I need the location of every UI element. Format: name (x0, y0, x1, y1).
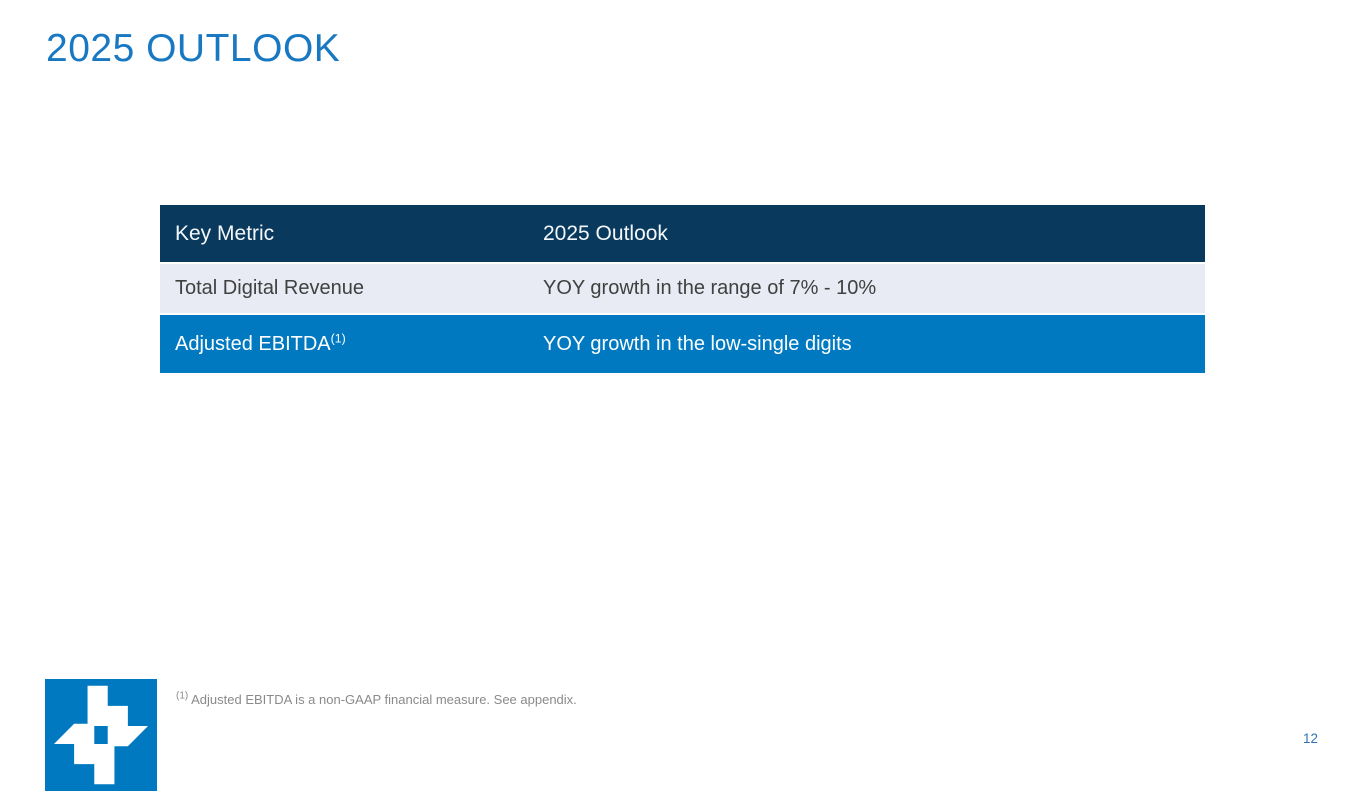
cell-outlook: YOY growth in the low-single digits (543, 332, 852, 355)
header-cell-key-metric: Key Metric (175, 221, 275, 245)
footnote-text: Adjusted EBITDA is a non-GAAP financial … (188, 692, 577, 707)
page-number: 12 (1303, 731, 1319, 746)
company-logo (45, 679, 157, 791)
footnote: (1) Adjusted EBITDA is a non-GAAP financ… (176, 690, 577, 707)
table-row-total-digital-revenue: Total Digital Revenue YOY growth in the … (160, 264, 1205, 313)
table-row-adjusted-ebitda: Adjusted EBITDA(1) YOY growth in the low… (160, 315, 1205, 373)
pinwheel-logo-icon (45, 679, 157, 791)
header-cell-2025-outlook: 2025 Outlook (543, 221, 668, 245)
cell-metric: Adjusted EBITDA(1) (160, 330, 543, 356)
cell-outlook: YOY growth in the range of 7% - 10% (543, 277, 877, 299)
cell-metric: Total Digital Revenue (160, 277, 543, 300)
metric-superscript: (1) (330, 330, 346, 345)
outlook-table: Key Metric 2025 Outlook Total Digital Re… (160, 205, 1205, 373)
metric-label: Total Digital Revenue (175, 277, 364, 299)
table-header-row: Key Metric 2025 Outlook (160, 205, 1205, 262)
metric-label: Adjusted EBITDA (175, 332, 331, 355)
page-title: 2025 OUTLOOK (46, 27, 341, 70)
footnote-marker: (1) (176, 690, 189, 702)
